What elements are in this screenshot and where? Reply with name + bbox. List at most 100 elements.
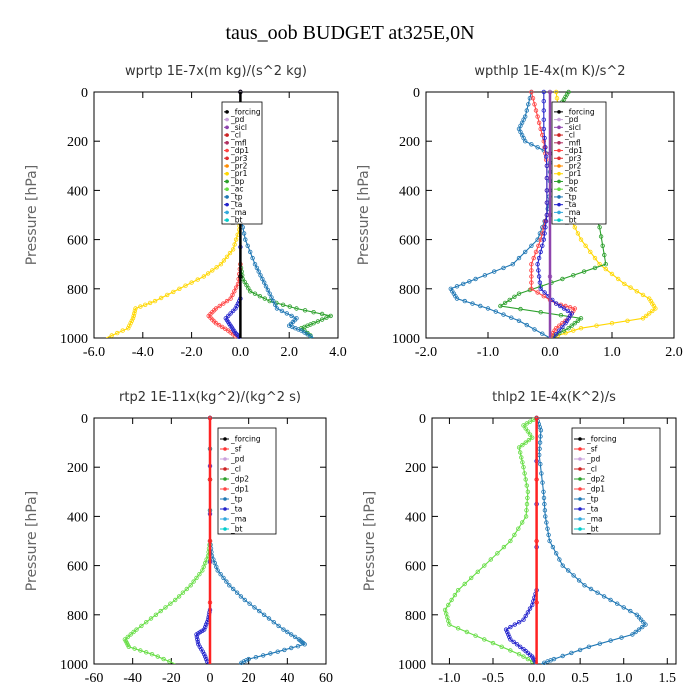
series-point — [619, 635, 624, 640]
series-point — [485, 306, 491, 311]
series-point — [529, 243, 534, 248]
series-point — [640, 316, 646, 321]
series-point — [265, 287, 271, 293]
series-point — [536, 120, 542, 125]
legend-marker — [225, 179, 229, 184]
series-point — [516, 652, 522, 657]
series-point — [507, 297, 512, 303]
series-point — [501, 265, 506, 271]
series-point — [525, 429, 531, 434]
series-point — [523, 514, 529, 519]
legend-label: _sf — [230, 445, 242, 454]
series-point — [622, 281, 627, 287]
legend-label: _forcing — [230, 107, 261, 116]
legend-marker — [223, 507, 227, 511]
series-point — [521, 423, 526, 428]
series-point — [230, 586, 236, 592]
series-point — [516, 291, 522, 296]
series-point — [254, 265, 260, 271]
series-point — [650, 308, 655, 314]
x-tick-label: 2.0 — [665, 345, 683, 360]
series-point — [155, 654, 160, 659]
series-point — [239, 660, 244, 665]
series-point — [521, 465, 526, 470]
series-point — [183, 283, 188, 288]
series-point — [475, 569, 480, 574]
x-tick-label: 2.0 — [280, 345, 298, 360]
legend-marker — [578, 447, 582, 451]
series-point — [302, 642, 307, 647]
legend-label: _dp1 — [564, 146, 583, 155]
legend-label: _sicl — [230, 123, 247, 132]
x-tick-label: 20 — [242, 671, 256, 686]
series-point — [207, 477, 213, 482]
legend-label: _pr3 — [564, 154, 582, 163]
series-point — [571, 328, 576, 333]
series-point — [134, 627, 139, 632]
x-tick-label: 1.5 — [659, 671, 677, 686]
legend-marker — [225, 141, 229, 145]
legend-label: _forcing — [230, 435, 261, 444]
x-tick-label: -4.0 — [132, 345, 154, 360]
series-point — [597, 641, 602, 646]
series-point — [516, 255, 522, 261]
series-point — [532, 102, 537, 107]
series-point — [541, 489, 546, 494]
series-point — [311, 310, 316, 315]
series-point — [534, 600, 539, 605]
series-point — [516, 620, 522, 625]
series-point — [488, 557, 493, 562]
series-point — [598, 234, 604, 239]
series-point — [454, 296, 460, 301]
legend-label: _forcing — [564, 107, 595, 116]
series-point — [536, 255, 542, 261]
series-point — [527, 95, 533, 101]
series-point — [493, 309, 498, 314]
series-point — [523, 426, 528, 431]
legend-label: _ac — [230, 185, 243, 194]
series-point — [578, 237, 584, 242]
series-point — [120, 328, 125, 333]
series-point — [201, 652, 207, 657]
series-point — [557, 303, 563, 309]
series-point — [482, 637, 487, 642]
legend-marker — [225, 133, 229, 137]
series-point — [129, 318, 134, 323]
series-point — [449, 597, 454, 603]
series-point — [454, 284, 460, 289]
series-point — [633, 629, 638, 635]
series-point — [529, 262, 534, 267]
panel-title: wpthlp 1E-4x(m K)/s^2 — [474, 64, 625, 79]
series-point — [541, 237, 546, 242]
series-point — [571, 273, 576, 278]
chart-panel-2: wpthlp 1E-4x(m K)/s^2 Pressure [hPa] 0 200 4… — [356, 64, 683, 360]
series-point — [191, 579, 196, 584]
legend-label: _ma — [586, 515, 603, 524]
series-point — [516, 445, 522, 450]
series-point — [126, 644, 131, 649]
series-point — [536, 268, 541, 273]
series-point — [501, 312, 506, 317]
series-point — [525, 489, 531, 494]
series-point — [271, 298, 276, 304]
series-point — [205, 271, 211, 276]
legend-marker — [557, 202, 561, 207]
legend-label: _ma — [230, 208, 247, 217]
series-point — [578, 326, 584, 331]
legend-label: _bp — [564, 177, 579, 186]
series-point — [521, 654, 526, 659]
y-tick-label: 400 — [67, 510, 88, 525]
series-point — [127, 323, 132, 328]
series-point — [244, 658, 249, 663]
y-tick-label: 600 — [67, 560, 88, 575]
legend-label: _dp2 — [586, 475, 605, 484]
series-point — [554, 301, 559, 306]
series-point — [537, 440, 543, 445]
legend-label: _dp1 — [230, 485, 249, 494]
series-point — [544, 200, 550, 205]
series-point — [535, 237, 540, 242]
series-point — [529, 274, 534, 279]
legend-box — [221, 101, 263, 225]
series-point — [540, 480, 545, 485]
y-tick-label: 1000 — [60, 658, 88, 673]
